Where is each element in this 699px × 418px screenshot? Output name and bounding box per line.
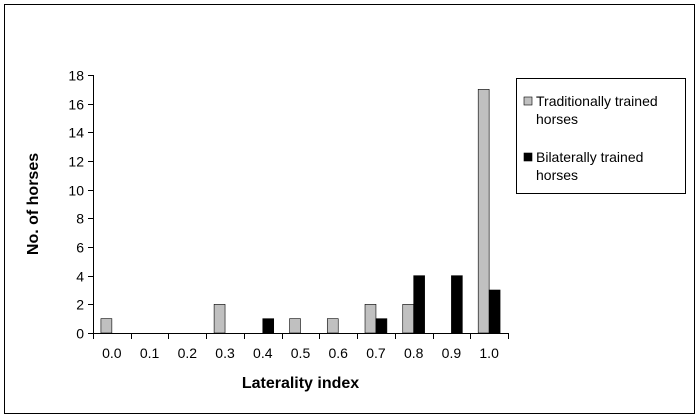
y-tick-label: 10 <box>68 183 84 199</box>
x-axis-ticks: 0.0 0.1 0.2 0.3 0.4 0.5 0.6 0.7 0.8 0.9 1.0 <box>93 333 509 361</box>
bar-traditional <box>326 318 339 334</box>
bar-bilateral <box>375 318 388 334</box>
x-tick-label: 0.7 <box>366 345 386 361</box>
y-tick-label: 6 <box>76 240 84 256</box>
bar-bilateral <box>451 275 463 334</box>
x-tick-label: 0.2 <box>178 345 198 361</box>
bar-bilateral <box>262 318 275 334</box>
x-axis-title: Laterality index <box>242 375 359 392</box>
chart-outer-border <box>4 4 695 414</box>
bar-traditional <box>477 89 490 334</box>
y-tick-label: 18 <box>68 68 84 84</box>
bar-bilateral <box>413 275 425 334</box>
x-tick-label: 0.3 <box>215 345 235 361</box>
bar-traditional <box>402 304 414 334</box>
x-tick-label: 0.9 <box>442 345 462 361</box>
bar-traditional <box>213 304 226 334</box>
y-tick-label: 16 <box>68 97 84 113</box>
x-tick-label: 0.0 <box>102 345 122 361</box>
legend-label-bilateral-line1: Bilaterally trained <box>536 149 643 165</box>
legend-swatch-traditional <box>523 96 533 106</box>
legend-swatch-bilateral <box>523 152 533 162</box>
bar-traditional <box>289 318 301 334</box>
y-axis-title: No. of horses <box>25 153 42 255</box>
y-tick-label: 2 <box>76 297 84 313</box>
bar-traditional <box>100 318 113 334</box>
y-tick-label: 0 <box>76 326 84 342</box>
legend-label-traditional-line2: horses <box>536 111 578 127</box>
y-tick-label: 8 <box>76 211 84 227</box>
x-tick-label: 0.5 <box>291 345 311 361</box>
bar-bilateral <box>488 289 501 334</box>
legend: Traditionally trained horses Bilaterally… <box>516 78 686 194</box>
legend-label-bilateral-line2: horses <box>536 167 578 183</box>
y-tick-label: 14 <box>68 125 84 141</box>
y-tick-label: 4 <box>76 269 84 285</box>
x-tick-label: 1.0 <box>479 345 499 361</box>
legend-label-traditional-line1: Traditionally trained <box>536 93 658 109</box>
legend-box <box>516 78 686 194</box>
x-tick-label: 0.6 <box>328 345 348 361</box>
x-tick-label: 0.8 <box>404 345 424 361</box>
x-tick-label: 0.4 <box>253 345 273 361</box>
x-tick-label: 0.1 <box>140 345 160 361</box>
bar-traditional <box>364 304 377 334</box>
y-tick-label: 12 <box>68 154 84 170</box>
y-axis-ticks: 0 2 4 6 8 10 12 14 16 18 <box>68 68 93 342</box>
